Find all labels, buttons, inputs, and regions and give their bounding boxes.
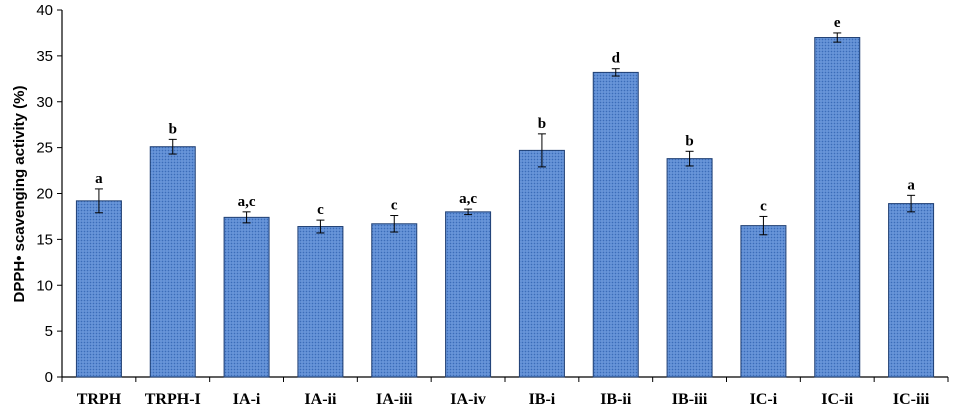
significance-label: b	[538, 116, 546, 132]
bar	[740, 225, 787, 378]
y-tick-label: 10	[36, 277, 53, 294]
bar	[888, 203, 935, 378]
y-tick-label: 40	[36, 2, 53, 19]
x-tick-label: IA-iii	[376, 391, 413, 408]
y-tick-label: 30	[36, 94, 53, 111]
bar	[75, 200, 122, 378]
significance-label: c	[760, 198, 767, 214]
bar	[518, 149, 565, 378]
x-tick-label: TRPH	[77, 391, 122, 408]
bar	[297, 226, 344, 378]
significance-label: d	[612, 51, 621, 67]
significance-label: c	[391, 198, 398, 214]
significance-label: a,c	[459, 191, 477, 207]
bar	[371, 223, 418, 378]
error-bars	[94, 32, 916, 236]
bar	[149, 146, 196, 378]
x-tick-labels: TRPH TRPH-I IA-i IA-ii IA-iii IA-iv IB-i IB-ii I…	[77, 391, 930, 408]
significance-label: e	[834, 15, 841, 31]
significance-label: b	[685, 133, 693, 149]
y-tick-labels: 0 5 10 15 20 25 30 35 40	[36, 2, 53, 386]
bar	[592, 71, 639, 378]
significance-label: a,c	[238, 194, 256, 210]
axes	[57, 9, 949, 382]
y-tick-label: 35	[36, 48, 53, 65]
x-tick-label: IB-i	[529, 391, 556, 408]
bar	[445, 211, 492, 378]
y-tick-label: 15	[36, 231, 53, 248]
y-axis-title: DPPH• scavenging activity (%)	[11, 86, 28, 303]
x-tick-label: IA-iv	[450, 391, 486, 408]
x-tick-label: IA-i	[233, 391, 261, 408]
x-tick-label: IC-iii	[893, 391, 930, 408]
y-tick-label: 25	[36, 140, 53, 157]
y-tick-label: 20	[36, 186, 53, 203]
bars	[75, 37, 935, 378]
significance-label: a	[95, 171, 103, 187]
y-tick-label: 0	[45, 369, 53, 386]
significance-label: b	[169, 121, 177, 137]
significance-label: a	[907, 177, 915, 193]
bar	[666, 158, 713, 378]
bar	[814, 37, 861, 378]
x-tick-label: IA-ii	[304, 391, 337, 408]
x-tick-label: IC-i	[750, 391, 778, 408]
significance-label: c	[317, 202, 324, 218]
x-tick-label: TRPH-I	[145, 391, 201, 408]
x-tick-label: IC-ii	[821, 391, 854, 408]
x-tick-label: IB-ii	[600, 391, 632, 408]
significance-labels: a b a,c c c a,c b d b c e a	[95, 15, 915, 218]
bar	[223, 216, 270, 378]
y-tick-label: 5	[45, 323, 53, 340]
x-tick-label: IB-iii	[672, 391, 708, 408]
